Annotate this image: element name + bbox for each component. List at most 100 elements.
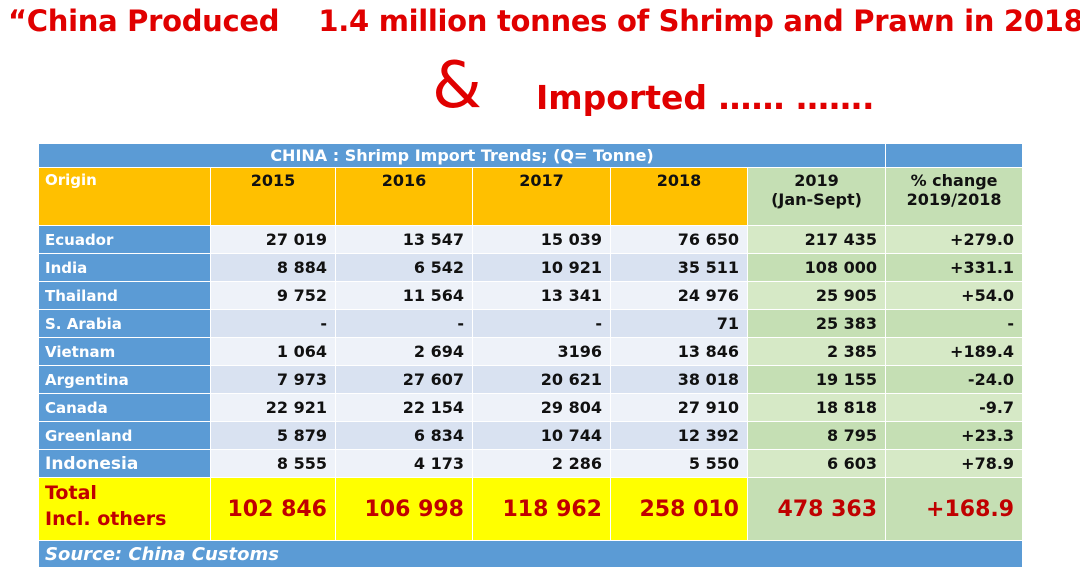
value-cell: 25 383 xyxy=(746,309,887,338)
value-cell: 38 018 xyxy=(610,365,748,394)
origin-cell: Ecuador xyxy=(38,225,211,254)
total-value: +168.9 xyxy=(885,477,1024,541)
value-cell: 27 910 xyxy=(610,393,748,422)
origin-cell: Argentina xyxy=(38,365,211,394)
origin-cell: India xyxy=(38,253,211,282)
caption: CHINA : Shrimp Import Trends; (Q= Tonne) xyxy=(37,143,887,168)
value-cell: 12 392 xyxy=(610,421,748,450)
value-cell: 8 795 xyxy=(746,421,887,450)
origin-cell: S. Arabia xyxy=(38,309,211,338)
column-header: 2017 xyxy=(472,167,611,226)
value-cell: 29 804 xyxy=(472,393,611,422)
total-row: Total Incl. others 102 846 106 998 118 962 25… xyxy=(38,477,1024,541)
origin-cell: Indonesia xyxy=(38,449,211,478)
total-value: 102 846 xyxy=(210,477,336,541)
value-cell: 13 341 xyxy=(472,281,611,310)
total-label: Total Incl. others xyxy=(38,477,211,541)
origin-cell: Greenland xyxy=(38,421,211,450)
value-cell: 2 694 xyxy=(335,337,473,366)
total-value: 106 998 xyxy=(335,477,473,541)
data-row: Indonesia 8 555 4 173 2 286 5 550 6 603 +78.9 xyxy=(38,449,1024,478)
data-row: India 8 884 6 542 10 921 35 511 108 000 +331.1 xyxy=(38,253,1024,282)
caption-row: CHINA : Shrimp Import Trends; (Q= Tonne) xyxy=(37,143,1024,168)
value-cell: - xyxy=(472,309,611,338)
value-cell: 4 173 xyxy=(335,449,473,478)
value-cell: 15 039 xyxy=(472,225,611,254)
value-cell: +189.4 xyxy=(885,337,1024,366)
data-row: S. Arabia - - -71 25 383- xyxy=(38,309,1024,338)
value-cell: 11 564 xyxy=(335,281,473,310)
header-line: % change xyxy=(910,171,998,190)
total-label-line: Incl. others xyxy=(45,508,167,530)
total-value: 118 962 xyxy=(472,477,611,541)
data-row: Greenland 5 879 6 834 10 744 12 392 8 795 +23.… xyxy=(38,421,1024,450)
value-cell: - xyxy=(885,309,1024,338)
value-cell: 8 884 xyxy=(210,253,336,282)
total-value: 478 363 xyxy=(746,477,887,541)
value-cell: 19 155 xyxy=(746,365,887,394)
value-cell: 3196 xyxy=(472,337,611,366)
value-cell: -24.0 xyxy=(885,365,1024,394)
value-cell: +54.0 xyxy=(885,281,1024,310)
column-header: 2018 xyxy=(610,167,748,226)
value-cell: 6 834 xyxy=(335,421,473,450)
column-header: 2015 xyxy=(210,167,336,226)
caption-blank xyxy=(885,143,1024,168)
data-row: Ecuador 27 019 13 547 15 039 76 650 217 435 +2… xyxy=(38,225,1024,254)
value-cell: 10 744 xyxy=(472,421,611,450)
data-row: Argentina 7 973 27 607 20 621 38 018 19 155 -2… xyxy=(38,365,1024,394)
column-header: Origin xyxy=(38,167,211,226)
data-row: Canada 22 921 22 154 29 804 27 910 18 818 -9.7 xyxy=(38,393,1024,422)
value-cell: -9.7 xyxy=(885,393,1024,422)
value-cell: 5 879 xyxy=(210,421,336,450)
header-line: 2016 xyxy=(381,171,427,190)
value-cell: 22 921 xyxy=(210,393,336,422)
header-line: 2019 xyxy=(794,171,839,190)
value-cell: 5 550 xyxy=(610,449,748,478)
value-cell: 22 154 xyxy=(335,393,473,422)
value-cell: 2 385 xyxy=(746,337,887,366)
source-row: Source: China Customs xyxy=(37,540,1024,568)
value-cell: 1 064 xyxy=(210,337,336,366)
ampersand: & xyxy=(432,49,482,123)
value-cell: - xyxy=(335,309,473,338)
value-cell: 7 973 xyxy=(210,365,336,394)
value-cell: 6 603 xyxy=(746,449,887,478)
value-cell: 217 435 xyxy=(746,225,887,254)
value-cell: 25 905 xyxy=(746,281,887,310)
total-value: 258 010 xyxy=(610,477,748,541)
header-line: 2017 xyxy=(519,171,564,190)
origin-cell: Canada xyxy=(38,393,211,422)
value-cell: 27 019 xyxy=(210,225,336,254)
value-cell: - xyxy=(210,309,336,338)
value-cell: 24 976 xyxy=(610,281,748,310)
column-header: % change 2019/2018 xyxy=(885,167,1024,226)
value-cell: +331.1 xyxy=(885,253,1024,282)
header-line: 2018 xyxy=(656,171,702,190)
value-cell: 27 607 xyxy=(335,365,473,394)
total-label-line: Total xyxy=(45,482,97,504)
header-line: (Jan-Sept) xyxy=(771,190,862,209)
import-table: CHINA : Shrimp Import Trends; (Q= Tonne)… xyxy=(37,143,1024,568)
header-line: 2019/2018 xyxy=(906,190,1002,209)
data-row: Thailand 9 752 11 564 13 341 24 976 25 905 +54… xyxy=(38,281,1024,310)
column-header: 2019 (Jan-Sept) xyxy=(746,167,887,226)
source: Source: China Customs xyxy=(37,540,1024,568)
value-cell: 9 752 xyxy=(210,281,336,310)
value-cell: 6 542 xyxy=(335,253,473,282)
value-cell: 13 846 xyxy=(610,337,748,366)
value-cell: 13 547 xyxy=(335,225,473,254)
value-cell: 76 650 xyxy=(610,225,748,254)
header-line: Origin xyxy=(45,171,97,189)
origin-cell: Thailand xyxy=(38,281,211,310)
value-cell: 20 621 xyxy=(472,365,611,394)
value-cell: 18 818 xyxy=(746,393,887,422)
header-row: Origin 2015 2016 2017 2018 2019 (Jan-Sept)% ch… xyxy=(38,167,1024,226)
value-cell: 10 921 xyxy=(472,253,611,282)
title: “China Produced 1.4 million tonnes of Sh… xyxy=(8,4,1080,38)
subtitle: Imported …… ……. xyxy=(536,78,875,117)
value-cell: 2 286 xyxy=(472,449,611,478)
value-cell: 71 xyxy=(610,309,748,338)
value-cell: 35 511 xyxy=(610,253,748,282)
